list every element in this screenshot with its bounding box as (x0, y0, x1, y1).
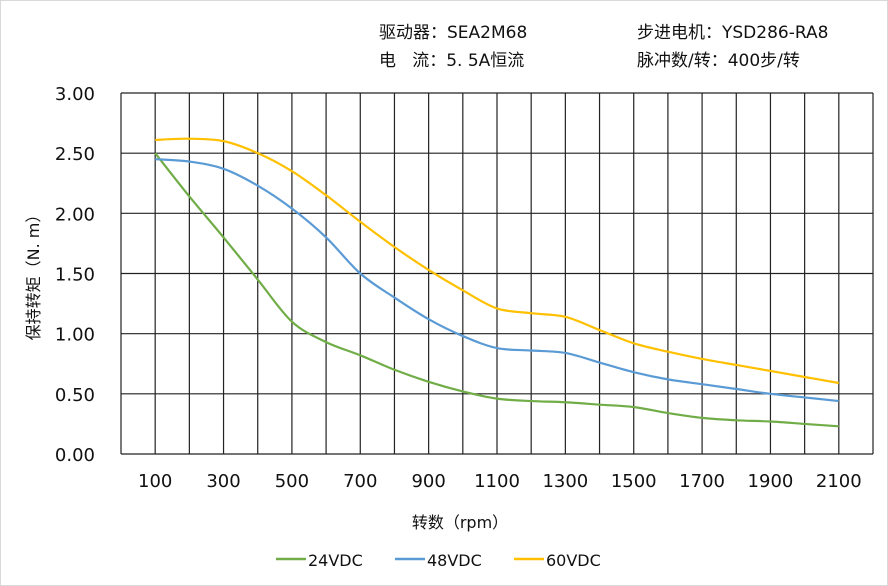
series-line-48VDC (155, 158, 839, 403)
legend-label: 60VDC (546, 551, 601, 570)
y-tick-label: 1.50 (55, 265, 95, 286)
x-tick-label: 300 (206, 471, 240, 492)
current-label: 电 流：5. 5A恒流 (379, 51, 525, 71)
x-tick-label: 900 (411, 471, 445, 492)
y-axis-label: 保持转矩（N. m） (24, 207, 43, 341)
series-line-24VDC (154, 152, 839, 428)
legend-label: 48VDC (427, 551, 482, 570)
x-tick-label: 500 (275, 471, 309, 492)
pulses-label: 脉冲数/转：400步/转 (637, 51, 800, 71)
x-tick-label: 1900 (748, 471, 794, 492)
x-tick-label: 1300 (542, 471, 588, 492)
y-tick-label: 1.00 (55, 325, 95, 346)
y-tick-label: 0.50 (55, 385, 95, 406)
motor-label: 步进电机：YSD286-RA8 (637, 23, 829, 43)
y-tick-label: 3.00 (55, 84, 95, 105)
x-axis-label: 转数（rpm） (412, 513, 508, 532)
legend-label: 24VDC (308, 551, 363, 570)
x-tick-label: 1500 (611, 471, 657, 492)
y-tick-label: 2.00 (55, 204, 95, 225)
x-tick-label: 1100 (474, 471, 520, 492)
y-tick-label: 2.50 (55, 144, 95, 165)
driver-label: 驱动器：SEA2M68 (379, 23, 528, 43)
y-tick-label: 0.00 (55, 445, 95, 466)
series-line-60VDC (155, 137, 840, 385)
x-tick-label: 1700 (679, 471, 725, 492)
x-tick-label: 100 (138, 471, 172, 492)
x-tick-label: 700 (343, 471, 377, 492)
x-tick-label: 2100 (816, 471, 862, 492)
